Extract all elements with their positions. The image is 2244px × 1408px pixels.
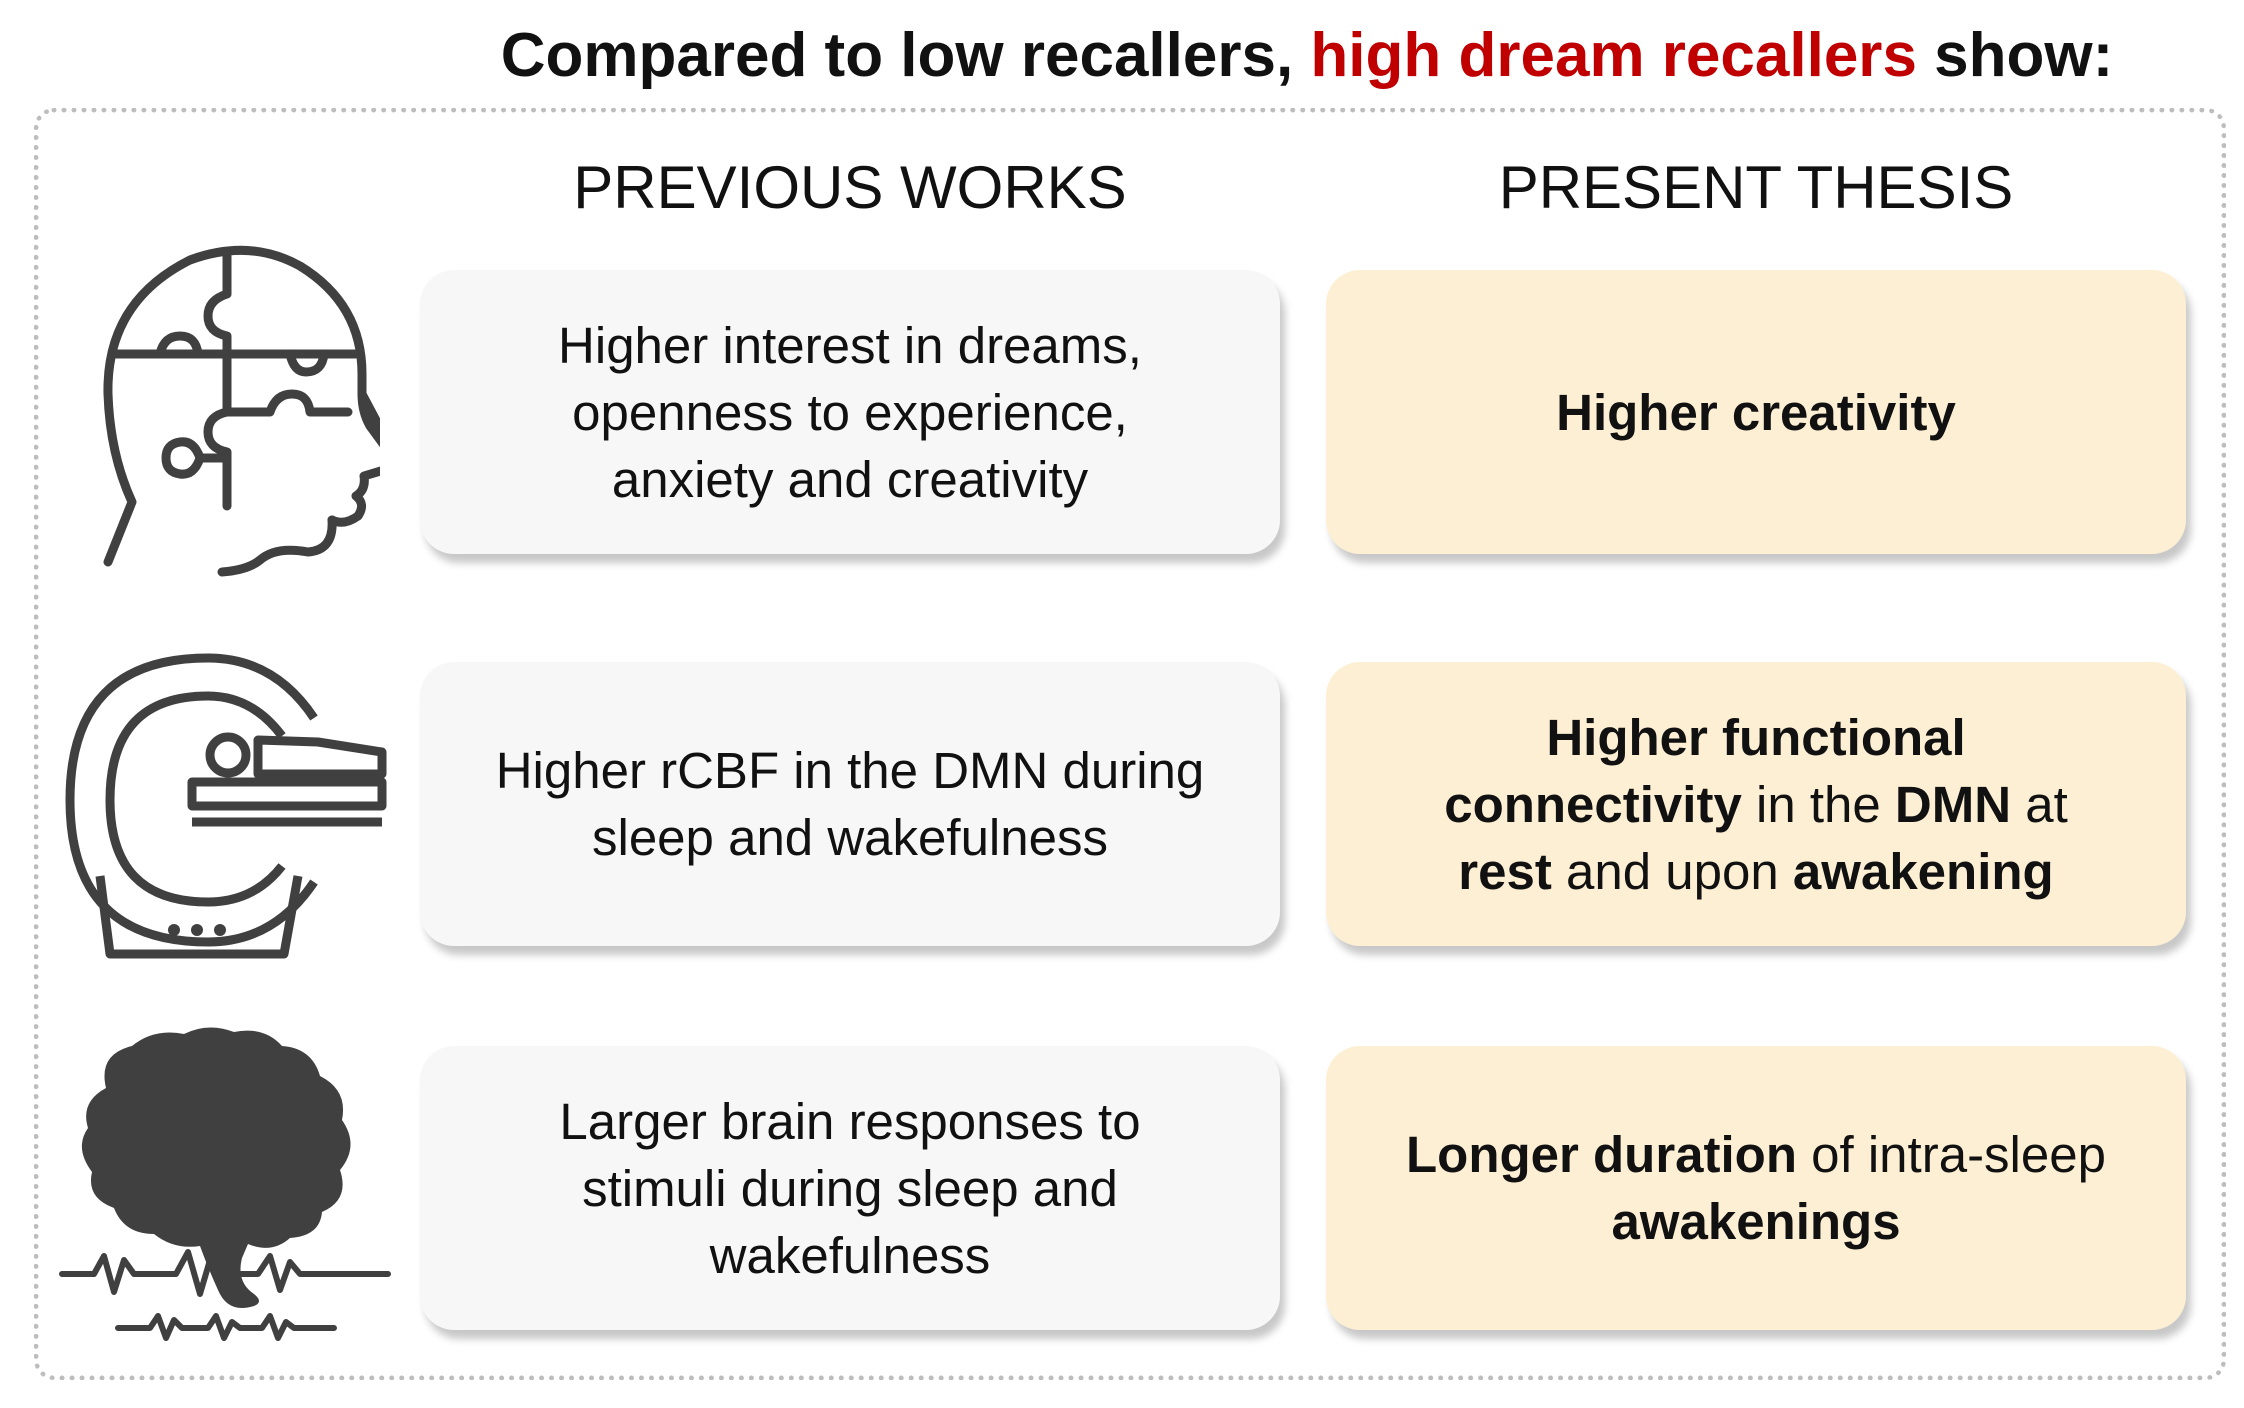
- title-prefix: Compared to low recallers,: [500, 21, 1294, 90]
- brain-eeg-icon: [59, 1027, 391, 1341]
- previous-text-1: Higher interest in dreams, openness to e…: [558, 316, 1142, 508]
- present-text-2: Higher functional connectivity in the DM…: [1444, 708, 2068, 900]
- column-header-present: PRESENT THESIS: [1498, 154, 2014, 221]
- mri-scanner-icon: [65, 653, 387, 959]
- title-suffix: show:: [1934, 21, 2114, 90]
- dotted-frame: [34, 108, 2226, 1380]
- head-puzzle-icon: [103, 245, 380, 577]
- previous-box-1: Higher interest in dreams, openness to e…: [420, 270, 1280, 554]
- column-header-previous: PREVIOUS WORKS: [573, 154, 1127, 221]
- present-text-1: Higher creativity: [1556, 383, 1956, 441]
- figure-title: Compared to low recallers, high dream re…: [0, 16, 2244, 96]
- present-box-3: Longer duration of intra-sleep awakening…: [1326, 1046, 2186, 1330]
- present-text-3: Longer duration of intra-sleep awakening…: [1406, 1126, 2106, 1250]
- title-highlight: high dream recallers: [1310, 21, 1917, 90]
- present-box-1: Higher creativity: [1326, 270, 2186, 554]
- previous-box-3: Larger brain responses to stimuli during…: [420, 1046, 1280, 1330]
- previous-box-2: Higher rCBF in the DMN during sleep and …: [420, 662, 1280, 946]
- previous-text-3: Larger brain responses to stimuli during…: [559, 1092, 1141, 1284]
- present-box-2: Higher functional connectivity in the DM…: [1326, 662, 2186, 946]
- previous-text-2: Higher rCBF in the DMN during sleep and …: [495, 742, 1205, 866]
